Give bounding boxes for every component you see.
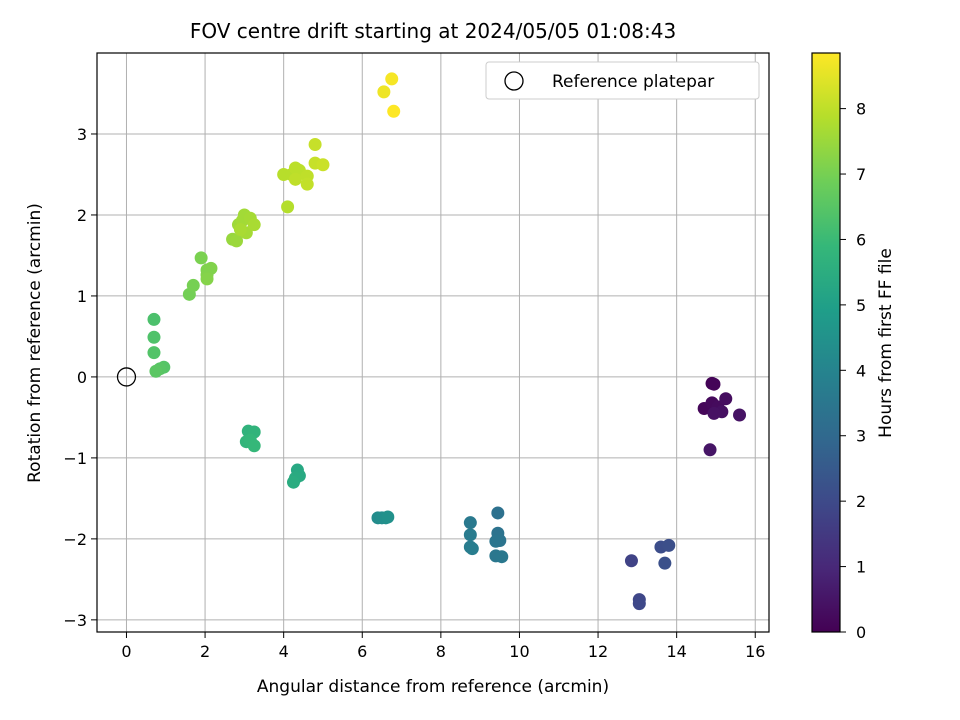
data-point <box>200 272 214 286</box>
data-point <box>707 377 721 391</box>
colorbar-tick-label: 1 <box>856 558 866 577</box>
data-point <box>381 510 395 524</box>
y-tick-label: 0 <box>77 368 87 387</box>
data-point <box>489 534 503 548</box>
chart-title: FOV centre drift starting at 2024/05/05 … <box>190 19 676 43</box>
colorbar-tick-label: 2 <box>856 492 866 511</box>
data-point <box>147 346 161 360</box>
x-tick-label: 12 <box>588 642 608 661</box>
x-tick-label: 0 <box>121 642 131 661</box>
data-point <box>233 223 247 237</box>
legend: Reference platepar <box>485 61 760 100</box>
grid-lines <box>97 53 769 632</box>
data-point <box>465 542 479 556</box>
data-point <box>463 516 477 530</box>
colorbar-tick-label: 4 <box>856 361 866 380</box>
colorbar-label: Hours from first FF file <box>876 248 896 438</box>
data-point <box>719 392 733 406</box>
data-point <box>286 475 300 489</box>
data-point <box>658 556 672 570</box>
colorbar-ticks: 0 1 2 3 4 5 6 7 8 <box>840 100 866 642</box>
data-point <box>194 251 208 265</box>
data-point <box>288 172 302 186</box>
data-point <box>230 234 244 248</box>
data-point <box>703 443 717 457</box>
data-point <box>624 554 638 568</box>
data-point <box>733 408 747 422</box>
y-tick-label: 2 <box>77 206 87 225</box>
data-point <box>147 330 161 344</box>
legend-reference-label: Reference platepar <box>552 72 714 92</box>
reference-platepar-marker <box>116 367 137 387</box>
x-tick-label: 10 <box>509 642 529 661</box>
data-point <box>281 200 295 214</box>
colorbar-tick-label: 8 <box>856 100 866 119</box>
x-tick-label: 6 <box>357 642 367 661</box>
data-point <box>387 104 401 118</box>
y-tick-label: −3 <box>63 611 87 630</box>
data-point <box>186 278 200 292</box>
colorbar-tick-label: 0 <box>856 623 866 642</box>
data-point <box>147 312 161 326</box>
data-point <box>308 138 322 152</box>
x-tick-label: 4 <box>279 642 289 661</box>
colorbar: 0 1 2 3 4 5 6 7 8 Hours from first FF file <box>811 52 896 642</box>
y-axis-label: Rotation from reference (arcmin) <box>25 203 45 483</box>
legend-box <box>485 61 760 100</box>
data-point <box>632 597 646 611</box>
colorbar-tick-label: 3 <box>856 427 866 446</box>
plot-frame <box>96 52 770 633</box>
data-point <box>495 550 509 564</box>
data-point <box>316 158 330 172</box>
x-tick-label: 2 <box>200 642 210 661</box>
data-point <box>300 177 314 191</box>
data-point <box>662 538 676 552</box>
data-point <box>385 72 399 86</box>
y-tick-label: −2 <box>63 530 87 549</box>
legend-reference-marker <box>504 71 524 91</box>
data-point <box>247 439 261 453</box>
x-tick-label: 14 <box>666 642 686 661</box>
colorbar-gradient <box>812 53 840 632</box>
plot-area <box>97 53 769 632</box>
y-tick-label: 1 <box>77 287 87 306</box>
x-axis-label: Angular distance from reference (arcmin) <box>257 677 609 697</box>
colorbar-tick-label: 5 <box>856 296 866 315</box>
data-point <box>491 506 505 520</box>
data-point <box>377 85 391 99</box>
x-tick-label: 8 <box>436 642 446 661</box>
y-axis-ticks: −3 −2 −1 0 1 2 3 <box>63 125 97 630</box>
y-tick-label: 3 <box>77 125 87 144</box>
data-point <box>463 528 477 542</box>
x-axis-ticks: 0 2 4 6 8 10 12 14 16 <box>121 632 765 661</box>
y-tick-label: −1 <box>63 449 87 468</box>
colorbar-tick-label: 6 <box>856 230 866 249</box>
data-point <box>707 406 721 420</box>
x-tick-label: 16 <box>745 642 765 661</box>
scatter-points <box>147 72 747 611</box>
data-point <box>247 218 261 232</box>
colorbar-tick-label: 7 <box>856 165 866 184</box>
colorbar-frame <box>811 52 841 633</box>
data-point <box>149 364 163 378</box>
